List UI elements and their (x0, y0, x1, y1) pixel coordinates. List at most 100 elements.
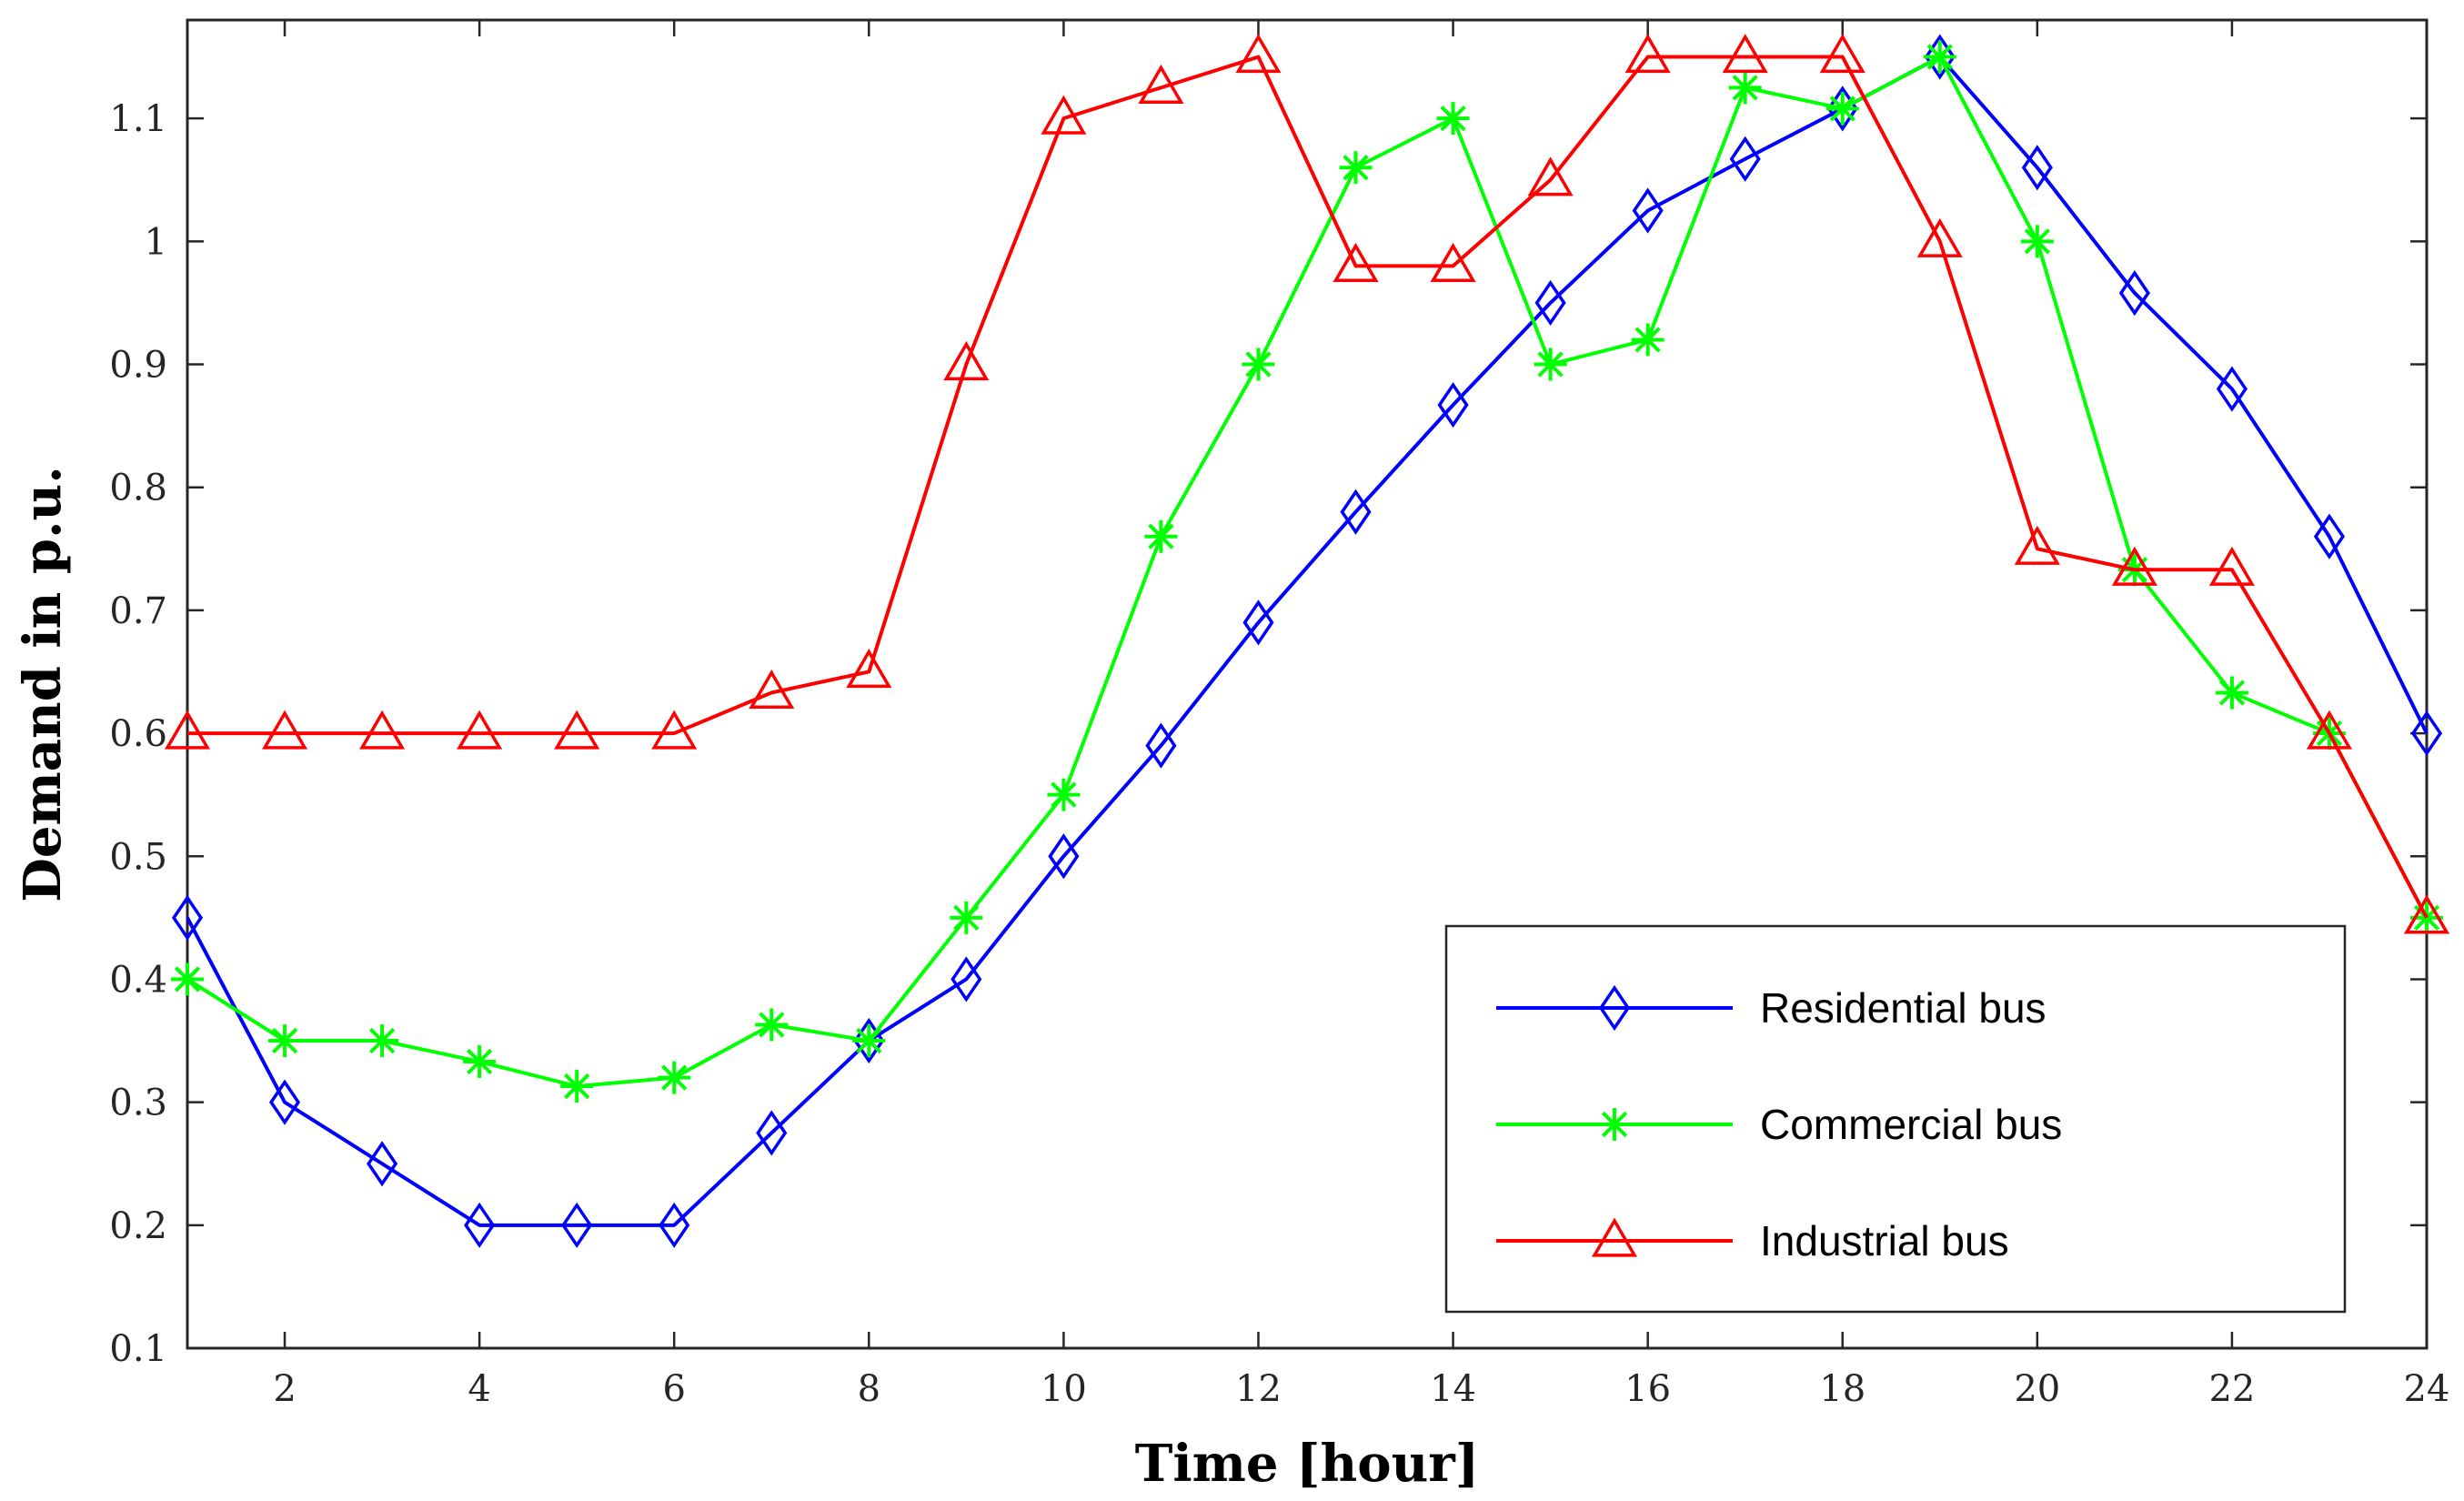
legend-item: Residential bus (1496, 984, 2047, 1032)
x-tick-label: 10 (1041, 1368, 1087, 1410)
data-point-triangle (1138, 64, 1184, 104)
data-point-asterisk (950, 901, 983, 934)
data-point-asterisk (1631, 323, 1664, 357)
data-point-diamond (1242, 599, 1274, 646)
series-line (186, 55, 2429, 1227)
data-point-triangle (2111, 546, 2157, 586)
data-point-triangle (1333, 242, 1379, 282)
data-point-asterisk (1144, 519, 1178, 553)
data-point-asterisk (852, 1024, 886, 1058)
data-point-diamond (268, 1079, 301, 1125)
data-point-asterisk (1436, 102, 1470, 136)
data-point-asterisk (1534, 348, 1567, 381)
y-tick-label: 1.1 (109, 98, 167, 140)
x-tick-label: 18 (1819, 1368, 1866, 1410)
data-point-asterisk (658, 1061, 691, 1094)
x-tick-label: 24 (2404, 1368, 2450, 1410)
data-point-triangle (943, 341, 990, 381)
legend-label: Residential bus (1760, 984, 2047, 1032)
data-point-triangle (164, 710, 211, 750)
legend-item: Industrial bus (1496, 1217, 2009, 1264)
data-point-asterisk (1598, 1108, 1631, 1141)
legend-item: Commercial bus (1496, 1101, 2062, 1148)
data-point-diamond (464, 1202, 496, 1248)
data-point-triangle (1591, 1217, 1638, 1257)
data-point-diamond (2313, 513, 2346, 559)
y-tick-label: 0.4 (109, 959, 167, 1001)
data-point-asterisk (1242, 348, 1275, 381)
data-point-triangle (1916, 217, 1963, 257)
series-line (187, 55, 2429, 919)
y-tick-label: 0.8 (109, 468, 167, 509)
x-tick-label: 4 (468, 1368, 490, 1410)
data-point-triangle (1527, 156, 1574, 196)
data-point-triangle (651, 710, 698, 750)
x-tick-label: 12 (1235, 1368, 1282, 1410)
data-point-asterisk (366, 1024, 399, 1058)
data-point-triangle (457, 710, 503, 750)
data-point-triangle (359, 710, 406, 750)
data-point-triangle (262, 710, 308, 750)
y-tick-label: 0.1 (109, 1328, 167, 1370)
data-point-diamond (367, 1141, 398, 1187)
series-commercial-bus (171, 40, 2443, 1103)
data-point-asterisk (755, 1008, 789, 1042)
data-point-triangle (1722, 34, 1768, 74)
data-point-asterisk (1339, 151, 1373, 185)
data-point-diamond (1340, 489, 1372, 535)
data-point-asterisk (1047, 778, 1081, 811)
data-point-diamond (2021, 145, 2053, 191)
y-tick-label: 0.7 (109, 590, 167, 632)
x-tick-label: 2 (273, 1368, 296, 1410)
data-point-asterisk (463, 1045, 497, 1079)
y-tick-label: 1 (145, 221, 167, 263)
data-point-triangle (1624, 34, 1671, 74)
data-point-triangle (749, 669, 795, 710)
y-axis-title: Demand in p.u. (13, 466, 73, 902)
data-point-asterisk (171, 962, 204, 996)
series-industrial-bus (164, 34, 2450, 934)
data-point-diamond (2410, 710, 2443, 757)
x-tick-label: 14 (1430, 1368, 1476, 1410)
data-point-triangle (1430, 242, 1476, 282)
data-point-diamond (1729, 136, 1761, 182)
data-point-diamond (1437, 382, 1469, 428)
data-point-triangle (846, 648, 892, 689)
data-point-asterisk (268, 1024, 302, 1058)
y-tick-label: 0.5 (109, 836, 167, 878)
x-axis: 2 4 6 8 10 12 14 16 18 20 22 24 (273, 20, 2449, 1410)
data-point-asterisk (560, 1070, 594, 1103)
data-point-asterisk (2020, 225, 2054, 258)
data-point-diamond (1048, 833, 1080, 880)
x-tick-label: 8 (858, 1368, 880, 1410)
x-axis-title: Time [hour] (1135, 1434, 1480, 1494)
data-point-triangle (2403, 894, 2450, 934)
y-tick-label: 0.3 (109, 1083, 167, 1124)
data-point-diamond (1145, 722, 1177, 769)
y-tick-label: 0.9 (109, 345, 167, 387)
data-point-diamond (659, 1202, 690, 1248)
x-tick-label: 20 (2014, 1368, 2060, 1410)
data-point-asterisk (1825, 92, 1859, 126)
y-tick-label: 0.2 (109, 1205, 167, 1247)
series-layer (164, 34, 2450, 1248)
legend: Residential bus Commercial bus Industrial … (1444, 924, 2347, 1314)
x-tick-label: 22 (2208, 1368, 2255, 1410)
data-point-triangle (2208, 546, 2255, 586)
y-axis: 0.1 0.2 0.3 0.4 0.5 0.6 0.7 0.8 0.9 1 1.1 (109, 98, 2427, 1370)
data-point-triangle (2306, 710, 2352, 750)
data-point-asterisk (1728, 71, 1762, 105)
data-point-triangle (2014, 525, 2060, 565)
data-point-diamond (1598, 984, 1631, 1032)
data-point-diamond (756, 1110, 788, 1156)
data-point-asterisk (1923, 40, 1956, 74)
legend-box (1444, 924, 2347, 1314)
data-point-diamond (1632, 187, 1664, 234)
data-point-diamond (950, 956, 982, 1002)
x-tick-label: 16 (1624, 1368, 1671, 1410)
data-point-triangle (1819, 34, 1866, 74)
legend-label: Commercial bus (1760, 1101, 2062, 1148)
legend-label: Industrial bus (1760, 1217, 2009, 1264)
